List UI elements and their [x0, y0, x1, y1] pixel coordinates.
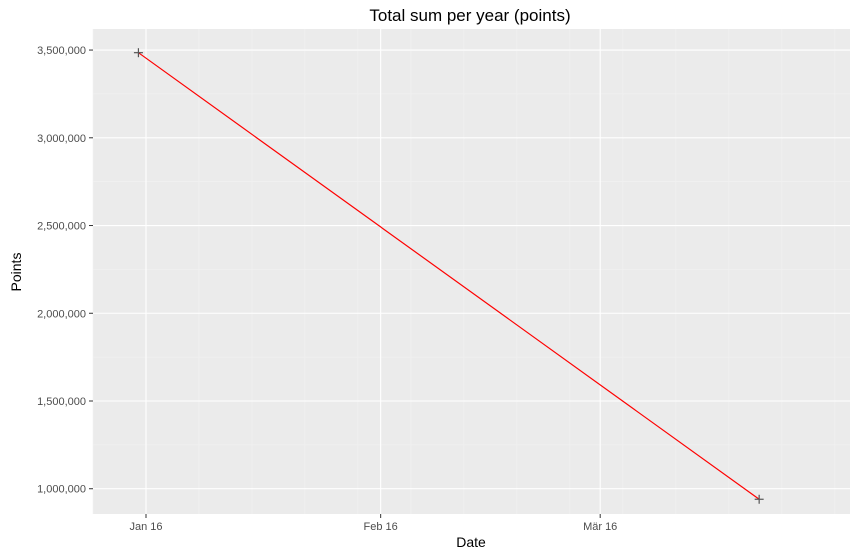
x-axis: Jan 16 Feb 16 Mär 16	[129, 514, 617, 533]
x-tick-label: Feb 16	[364, 521, 398, 533]
y-tick-label: 2,000,000	[37, 308, 86, 320]
major-gridlines	[93, 29, 850, 514]
chart-title: Total sum per year (points)	[369, 6, 570, 25]
plot-panel	[93, 29, 850, 514]
y-tick-label: 3,000,000	[37, 133, 86, 145]
data-point-marker	[133, 48, 143, 58]
series-line	[138, 52, 760, 500]
x-tick-label: Jan 16	[129, 521, 162, 533]
series-layer	[133, 48, 764, 504]
x-axis-title: Date	[456, 534, 486, 550]
y-axis: 1,000,000 1,500,000 2,000,000 2,500,000 3,00…	[37, 45, 93, 496]
y-axis-title: Points	[8, 253, 24, 292]
y-tick-label: 2,500,000	[37, 221, 86, 233]
y-tick-label: 3,500,000	[37, 45, 86, 57]
y-tick-label: 1,500,000	[37, 396, 86, 408]
minor-gridlines	[92, 29, 850, 514]
x-tick-label: Mär 16	[583, 521, 617, 533]
data-point-marker	[754, 494, 764, 504]
y-tick-label: 1,000,000	[37, 484, 86, 496]
